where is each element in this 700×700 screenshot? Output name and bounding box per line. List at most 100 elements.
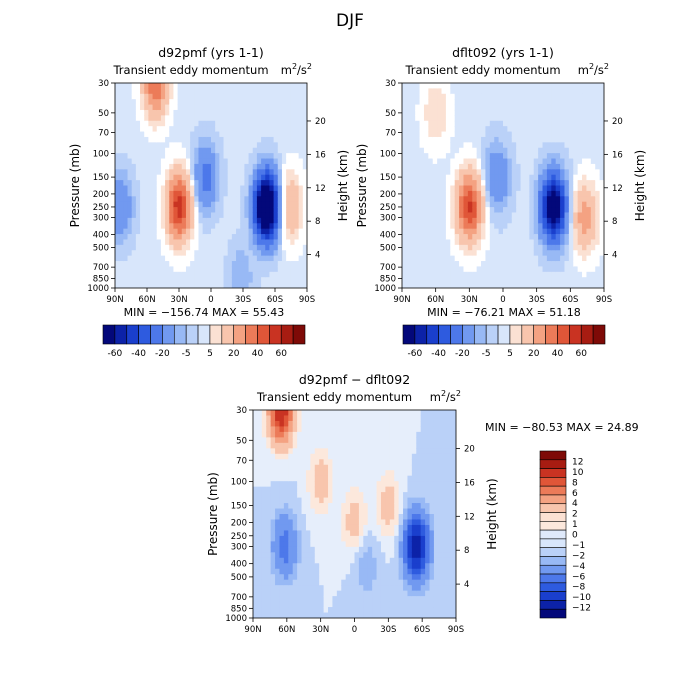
panel2-cell [463, 228, 469, 235]
panel2-cell [551, 115, 557, 122]
panel1-cell [181, 88, 187, 95]
panel1-cell [281, 244, 287, 251]
panel1-cell [173, 158, 179, 165]
panel1-cell [273, 266, 279, 273]
panel2-cell [432, 244, 438, 251]
panel1-cell [123, 196, 129, 203]
panel2-cell [467, 190, 473, 197]
panel3-cell [310, 437, 316, 444]
panel1-cell [248, 158, 254, 165]
panel2-cell [402, 196, 407, 203]
panel1-cell [215, 277, 220, 284]
panel3-cell [398, 590, 404, 597]
panel2-cell [516, 131, 522, 138]
panel2-cell [542, 261, 548, 268]
panel3-cell [292, 574, 298, 581]
panel2-cell [590, 147, 596, 154]
panel1-cell [223, 131, 229, 138]
panel1-cell [219, 255, 225, 262]
panel1-cell [261, 266, 266, 273]
panel1-cell [290, 239, 296, 246]
panel1-cell [160, 109, 166, 116]
panel2-cell [582, 207, 588, 214]
panel1-cell [173, 153, 179, 160]
panel2-cell [551, 271, 557, 278]
panel3-cell [319, 503, 325, 510]
panel1-cell [156, 266, 162, 273]
panel2-cell [410, 109, 416, 116]
panel1-cell [294, 234, 300, 241]
panel2-cell [432, 201, 438, 208]
panel2-cell [432, 190, 438, 197]
panel3-cell [358, 579, 364, 586]
panel1-cell [219, 136, 225, 143]
panel1-cell [277, 255, 283, 262]
panel1-cell [169, 255, 175, 262]
panel1-cell [286, 142, 291, 149]
panel1-cell [302, 212, 307, 219]
panel3-cell [283, 448, 289, 455]
panel1-cell [265, 277, 271, 284]
panel2-cell [454, 196, 460, 203]
panel3-cell [257, 415, 263, 422]
panel2-cell [476, 217, 482, 224]
panel2-cell [555, 196, 561, 203]
panel2-cell [551, 239, 557, 246]
panel1-cell [298, 234, 304, 241]
panel1-cell [248, 147, 254, 154]
panel1-cell [298, 115, 304, 122]
panel3-cell [301, 503, 307, 510]
panel3-cell [385, 453, 391, 460]
panel2-cell [432, 163, 438, 170]
panel3-cell [266, 470, 272, 477]
panel2-cell [533, 142, 539, 149]
panel2-cell [529, 271, 535, 278]
panel2-cell [459, 234, 465, 241]
panel3-cell [398, 612, 404, 618]
panel3-cell [257, 568, 263, 575]
panel3-cell [350, 437, 356, 444]
panel2-cell [564, 158, 570, 165]
panel1-cell [198, 142, 204, 149]
panel2-cell [441, 190, 447, 197]
panel2-cell [419, 223, 425, 230]
panel2-cell [551, 174, 557, 181]
panel1-xtick-label: 60S [267, 295, 283, 305]
panel3-cell [270, 552, 276, 559]
panel1-cell [123, 234, 129, 241]
panel2-xtick-label: 60N [427, 295, 444, 305]
panel2-cell [533, 190, 539, 197]
panel1-colorbar-swatch [102, 324, 116, 345]
panel3-cell [332, 612, 338, 618]
panel2-cell [498, 277, 504, 284]
panel2-cell [402, 174, 407, 181]
panel3-cell [310, 448, 316, 455]
panel3-cell [283, 552, 289, 559]
panel1-cell [156, 185, 162, 192]
panel3-cell [328, 459, 334, 466]
panel2-cell [599, 239, 604, 246]
panel1-cell [265, 261, 271, 268]
panel2-cell [590, 196, 596, 203]
panel3-cell [398, 453, 404, 460]
panel1-cell [261, 163, 266, 170]
panel2-cell [524, 126, 530, 133]
panel1-cell [236, 147, 241, 154]
panel1-cell [240, 228, 245, 235]
panel1-cell [240, 115, 245, 122]
panel3-cell [328, 546, 334, 553]
panel1-cell [219, 234, 225, 241]
panel2-cell [445, 99, 451, 106]
panel1-ytick-label: 50 [98, 109, 109, 119]
panel1-cell [298, 109, 304, 116]
panel3-cell [279, 612, 285, 618]
panel1-cell [185, 261, 191, 268]
panel2-cell [568, 169, 574, 176]
panel3-cell [323, 546, 329, 553]
panel3-cell [354, 607, 360, 614]
panel3-cell [275, 442, 281, 449]
panel3-cell [323, 410, 329, 417]
panel1-cell [227, 250, 233, 257]
panel2-cell [595, 83, 601, 89]
panel1-cell [265, 244, 271, 251]
